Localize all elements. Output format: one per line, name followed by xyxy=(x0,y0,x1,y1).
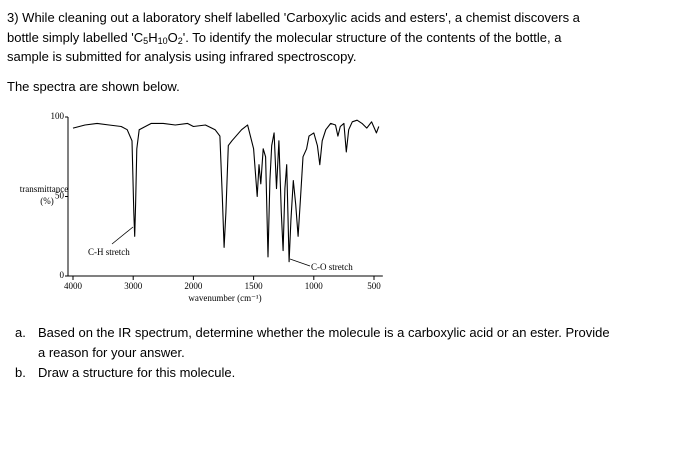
x-tick-label: 4000 xyxy=(64,281,83,291)
x-tick-label: 1500 xyxy=(245,281,264,291)
text: bottle simply labelled ' xyxy=(7,30,134,45)
annotation-arrow xyxy=(289,258,311,267)
x-tick-label: 500 xyxy=(367,281,381,291)
task-marker: b. xyxy=(15,365,26,380)
y-tick-label: 50 xyxy=(55,191,65,201)
question-line: bottle simply labelled 'C5H10O2'. To ide… xyxy=(7,30,561,46)
task-line: Draw a structure for this molecule. xyxy=(38,365,236,380)
y-tick-label: 0 xyxy=(60,270,65,280)
x-axis-label: wavenumber (cm⁻¹) xyxy=(188,293,261,303)
annotation: C-H stretch xyxy=(88,247,130,257)
task-line: a reason for your answer. xyxy=(38,345,185,360)
question-line: sample is submitted for analysis using i… xyxy=(7,49,357,64)
x-tick-label: 3000 xyxy=(124,281,143,291)
subscript: 10 xyxy=(157,36,168,46)
text: '. To identify the molecular structure o… xyxy=(182,30,562,45)
x-tick-label: 1000 xyxy=(305,281,324,291)
subscript: 2 xyxy=(177,36,183,46)
y-tick-label: 100 xyxy=(51,111,65,121)
subscript: 5 xyxy=(143,36,149,46)
question-line: 3) While cleaning out a laboratory shelf… xyxy=(7,10,580,25)
task-line: Based on the IR spectrum, determine whet… xyxy=(38,325,610,340)
annotation: C-O stretch xyxy=(311,262,353,272)
element: C xyxy=(133,30,144,45)
element: O xyxy=(167,30,178,45)
spectra-intro: The spectra are shown below. xyxy=(7,79,180,94)
spectrum-line xyxy=(72,119,380,263)
formula: C5H10O2 xyxy=(133,30,183,46)
y-axis-label: transmittance xyxy=(20,184,68,194)
y-axis-label: (%) xyxy=(40,196,54,206)
task-marker: a. xyxy=(15,325,26,340)
annotation-arrow xyxy=(111,226,134,245)
element: H xyxy=(148,30,158,45)
x-tick-label: 2000 xyxy=(184,281,203,291)
